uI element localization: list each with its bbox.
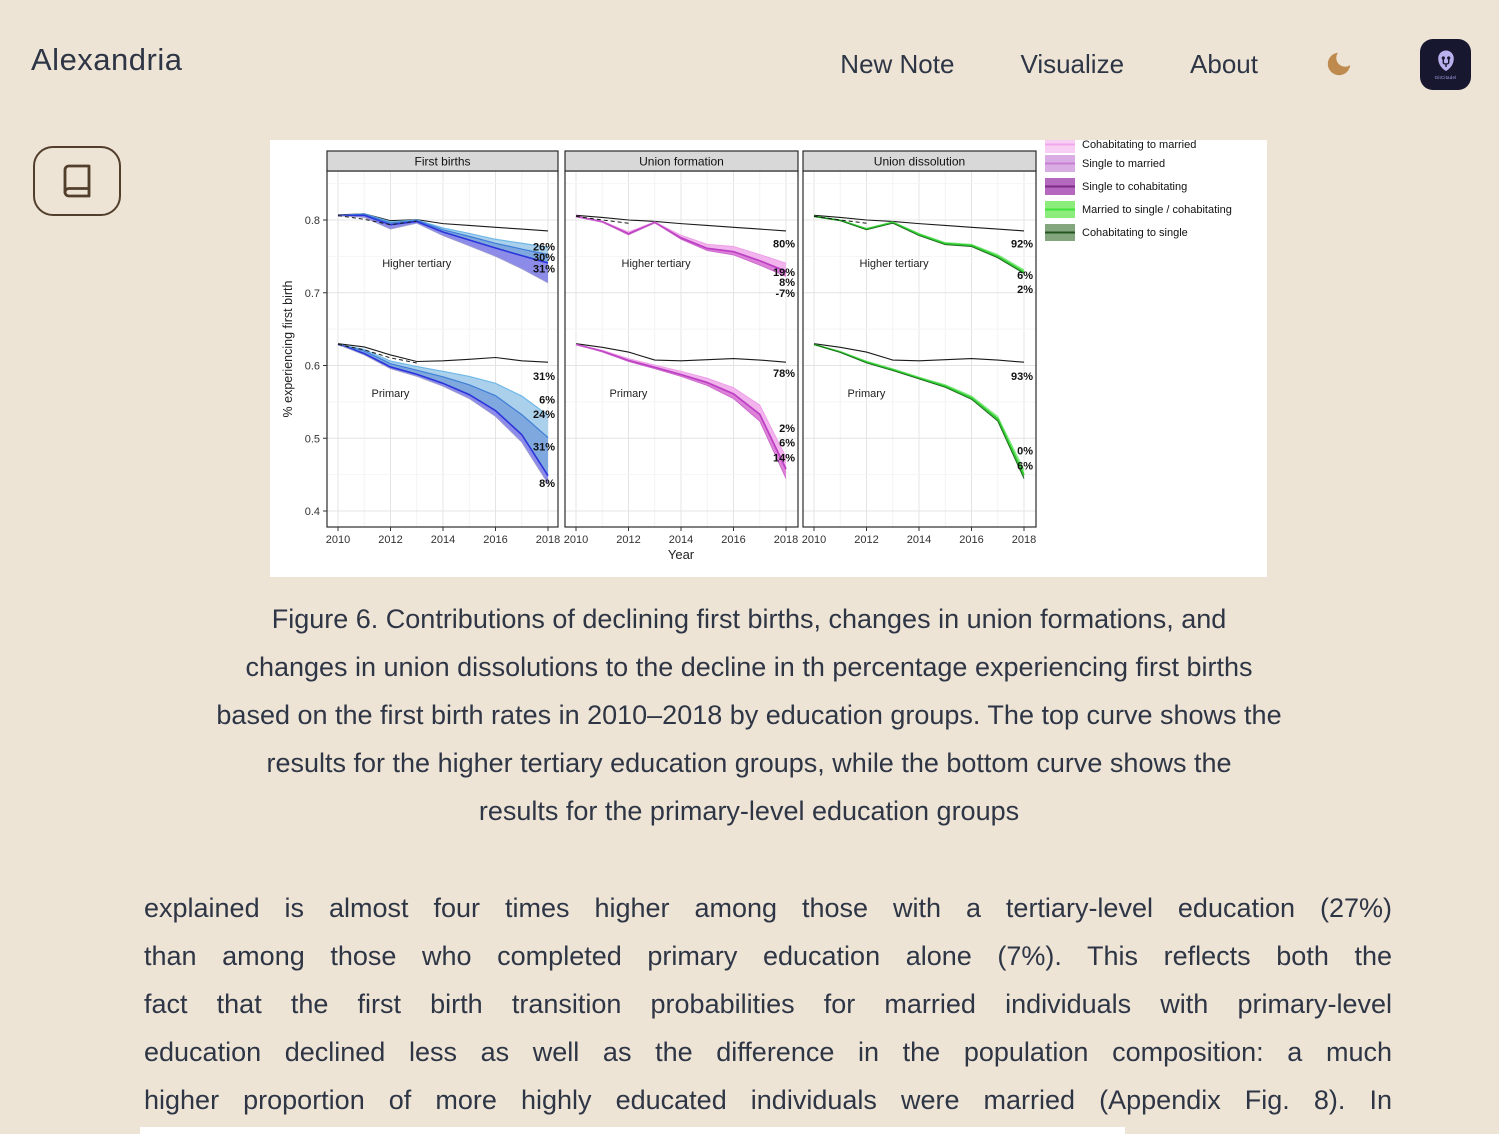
panel-1: Higher tertiary 80% 19%8%-7% Primary 78% 2% 6%… bbox=[575, 214, 795, 479]
legend-label: Married to single / cohabitating bbox=[1082, 204, 1232, 216]
svg-text:0.5: 0.5 bbox=[305, 433, 320, 445]
panel-title: First births bbox=[414, 155, 470, 169]
panel-title: Union dissolution bbox=[874, 155, 965, 169]
book-icon bbox=[63, 164, 91, 198]
svg-text:2%: 2% bbox=[779, 423, 795, 435]
svg-text:6%: 6% bbox=[1017, 461, 1033, 473]
paragraph-line: explained is almost four times higher am… bbox=[144, 893, 1392, 923]
figure-6-chart: Higher tertiary26%30%31%Primary31%6%24%3… bbox=[281, 136, 1232, 562]
svg-text:2018: 2018 bbox=[774, 534, 798, 546]
svg-text:6%: 6% bbox=[779, 438, 795, 450]
x-axis-label: Year bbox=[668, 547, 695, 562]
svg-text:2016: 2016 bbox=[959, 534, 983, 546]
svg-text:Higher tertiary: Higher tertiary bbox=[860, 258, 930, 270]
app-brand[interactable]: Alexandria bbox=[31, 42, 183, 77]
moon-icon bbox=[1327, 52, 1351, 76]
svg-text:2014: 2014 bbox=[669, 534, 693, 546]
svg-text:19%: 19% bbox=[773, 267, 795, 279]
svg-text:0.6: 0.6 bbox=[305, 361, 320, 373]
logo-label: GitCitadel bbox=[1434, 75, 1457, 80]
svg-text:30%: 30% bbox=[533, 252, 555, 264]
svg-text:2018: 2018 bbox=[1012, 534, 1036, 546]
svg-text:2010: 2010 bbox=[326, 534, 350, 546]
svg-text:Primary: Primary bbox=[610, 388, 648, 400]
svg-text:2016: 2016 bbox=[721, 534, 745, 546]
caption-line: results for the primary-level education … bbox=[478, 796, 1020, 826]
top-nav: New Note Visualize About GitCitadel bbox=[840, 38, 1471, 90]
svg-text:80%: 80% bbox=[773, 238, 795, 250]
svg-text:14%: 14% bbox=[773, 453, 795, 465]
caption-line: changes in union dissolutions to the dec… bbox=[245, 652, 1253, 682]
svg-text:Higher tertiary: Higher tertiary bbox=[622, 258, 692, 270]
clipped-next-block bbox=[140, 1127, 1125, 1134]
svg-text:2014: 2014 bbox=[907, 534, 931, 546]
nav-new-note[interactable]: New Note bbox=[840, 48, 955, 79]
svg-text:93%: 93% bbox=[1011, 371, 1033, 383]
svg-text:Primary: Primary bbox=[848, 388, 886, 400]
panel-title: Union formation bbox=[639, 155, 724, 169]
gitcitadel-logo[interactable]: GitCitadel bbox=[1420, 38, 1471, 90]
legend-label: Cohabitating to married bbox=[1082, 140, 1196, 151]
paragraph-line: than among those who completed primary e… bbox=[144, 941, 1392, 971]
figure-6-image: Higher tertiary 26% 30% 31% Primary 31% 6% 24% 3… bbox=[270, 136, 1267, 577]
svg-text:8%: 8% bbox=[539, 478, 555, 490]
legend-swatch bbox=[1045, 136, 1075, 153]
svg-text:2014: 2014 bbox=[431, 534, 455, 546]
svg-text:31%: 31% bbox=[533, 371, 555, 383]
svg-text:0.4: 0.4 bbox=[305, 506, 320, 518]
gitcitadel-owl-icon bbox=[1437, 50, 1454, 71]
caption-line: Figure 6. Contributions of declining fir… bbox=[271, 604, 1227, 634]
paragraph-line: fact that the first birth transition pro… bbox=[144, 989, 1392, 1019]
svg-text:78%: 78% bbox=[773, 368, 795, 380]
svg-text:8%: 8% bbox=[779, 277, 795, 289]
panel-0: Higher tertiary26%30%31%Primary31%6%24%3… bbox=[337, 213, 555, 490]
svg-text:92%: 92% bbox=[1011, 238, 1033, 250]
legend-label: Single to married bbox=[1082, 158, 1165, 170]
y-axis-label: % experiencing first birth bbox=[281, 281, 295, 418]
svg-text:2016: 2016 bbox=[483, 534, 507, 546]
panel-2: Higher tertiary 92% 6% 2% Primary 93% 0% 6% bbox=[813, 214, 1033, 479]
svg-text:2%: 2% bbox=[1017, 284, 1033, 296]
svg-text:2012: 2012 bbox=[854, 534, 878, 546]
figure-caption: Figure 6. Contributions of declining fir… bbox=[125, 595, 1373, 835]
paragraph-line: higher proportion of more highly educate… bbox=[144, 1085, 1392, 1115]
reader-mode-button[interactable] bbox=[33, 146, 121, 216]
dark-mode-toggle[interactable] bbox=[1324, 49, 1354, 79]
svg-text:2010: 2010 bbox=[802, 534, 826, 546]
svg-text:31%: 31% bbox=[533, 263, 555, 275]
svg-text:24%: 24% bbox=[533, 409, 555, 421]
svg-text:Higher tertiary: Higher tertiary bbox=[382, 258, 452, 270]
svg-text:0%: 0% bbox=[1017, 445, 1033, 457]
svg-text:26%: 26% bbox=[533, 242, 555, 254]
svg-text:6%: 6% bbox=[539, 394, 555, 406]
svg-text:31%: 31% bbox=[533, 441, 555, 453]
svg-text:-7%: -7% bbox=[775, 288, 795, 300]
nav-about[interactable]: About bbox=[1190, 48, 1258, 79]
svg-text:0.8: 0.8 bbox=[305, 215, 320, 227]
svg-text:0.7: 0.7 bbox=[305, 288, 320, 300]
legend-label: Cohabitating to single bbox=[1082, 227, 1188, 239]
svg-text:2012: 2012 bbox=[378, 534, 402, 546]
svg-text:2018: 2018 bbox=[536, 534, 560, 546]
svg-text:6%: 6% bbox=[1017, 270, 1033, 282]
svg-text:2012: 2012 bbox=[616, 534, 640, 546]
paragraph-line: education declined less as well as the d… bbox=[144, 1037, 1392, 1067]
svg-text:2010: 2010 bbox=[564, 534, 588, 546]
svg-text:Primary: Primary bbox=[372, 388, 410, 400]
article-paragraph: explained is almost four times higher am… bbox=[144, 884, 1392, 1124]
nav-visualize[interactable]: Visualize bbox=[1020, 48, 1125, 79]
caption-line: based on the first birth rates in 2010–2… bbox=[216, 700, 1282, 730]
legend-label: Single to cohabitating bbox=[1082, 181, 1187, 193]
caption-line: results for the higher tertiary educatio… bbox=[266, 748, 1232, 778]
